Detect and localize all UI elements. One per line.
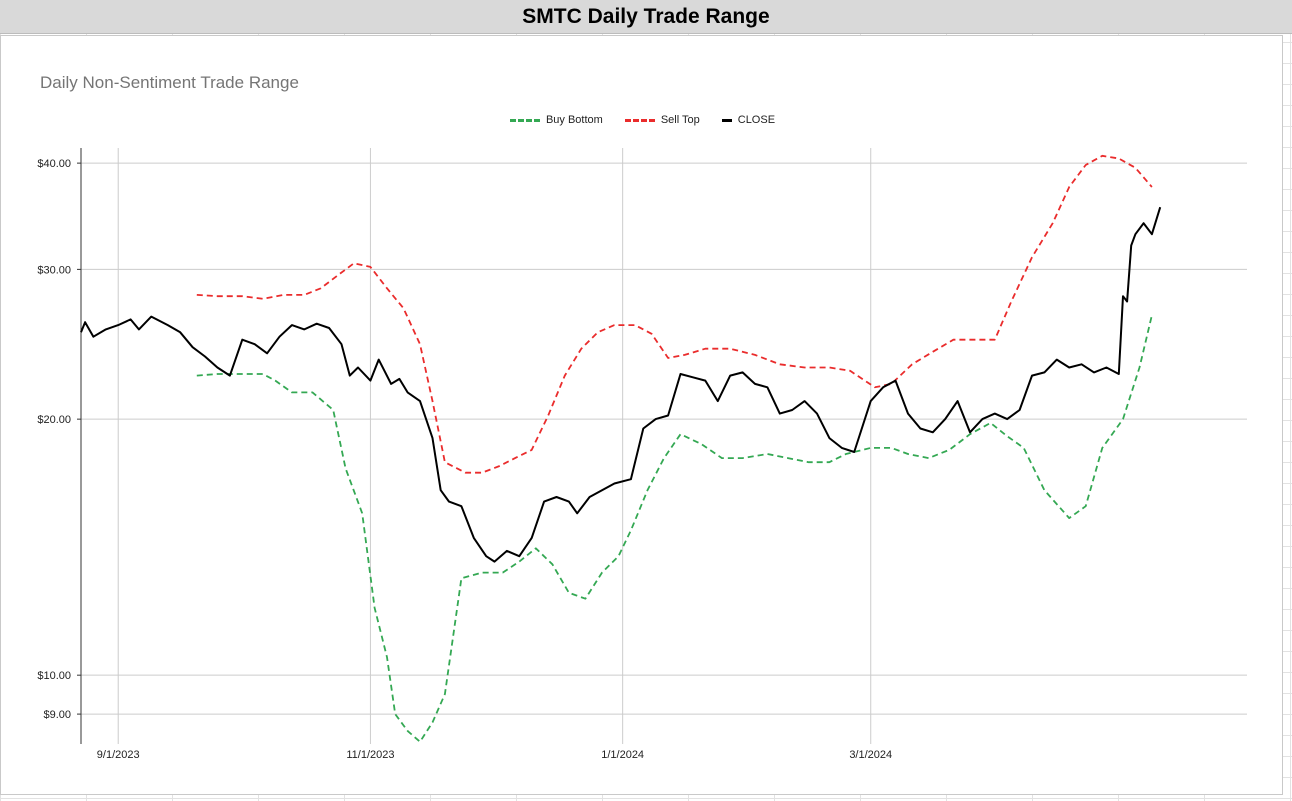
x-tick-label: 1/1/2024 bbox=[601, 749, 644, 761]
legend-swatch-sell-top bbox=[624, 118, 655, 122]
x-tick-label: 11/1/2023 bbox=[346, 749, 394, 761]
y-tick-label: $10.00 bbox=[37, 670, 71, 682]
series-line-sell-top bbox=[196, 154, 1153, 474]
legend-item-buy-bottom[interactable]: Buy Bottom bbox=[509, 114, 603, 126]
y-tick-label: $30.00 bbox=[37, 264, 71, 276]
chart-legend: Buy Bottom Sell Top CLOSE bbox=[1, 114, 1284, 126]
chart-title: SMTC Daily Trade Range bbox=[522, 4, 770, 28]
series-line-buy-bottom bbox=[196, 314, 1153, 743]
legend-item-close[interactable]: CLOSE bbox=[721, 114, 776, 126]
chart-subtitle: Daily Non-Sentiment Trade Range bbox=[40, 73, 299, 92]
x-tick-label: 9/1/2023 bbox=[97, 749, 140, 761]
x-tick-label: 3/1/2024 bbox=[849, 749, 892, 761]
legend-swatch-close bbox=[721, 118, 732, 122]
legend-label-close: CLOSE bbox=[737, 114, 776, 126]
legend-label-sell-top: Sell Top bbox=[660, 114, 700, 126]
y-tick-label: $40.00 bbox=[37, 158, 71, 170]
legend-item-sell-top[interactable]: Sell Top bbox=[624, 114, 700, 126]
chart-card[interactable]: Daily Non-Sentiment Trade Range Buy Bott… bbox=[0, 35, 1283, 795]
legend-label-buy-bottom: Buy Bottom bbox=[545, 114, 603, 126]
series-line-close bbox=[80, 206, 1162, 563]
chart-title-bar: SMTC Daily Trade Range bbox=[0, 0, 1292, 34]
legend-swatch-buy-bottom bbox=[509, 118, 540, 122]
y-tick-label: $20.00 bbox=[37, 414, 71, 426]
plot-area: $40.00 $30.00 $20.00 $10.00 $9.00 9/1/2023 11/… bbox=[37, 148, 1247, 761]
y-tick-label: $9.00 bbox=[43, 709, 71, 721]
